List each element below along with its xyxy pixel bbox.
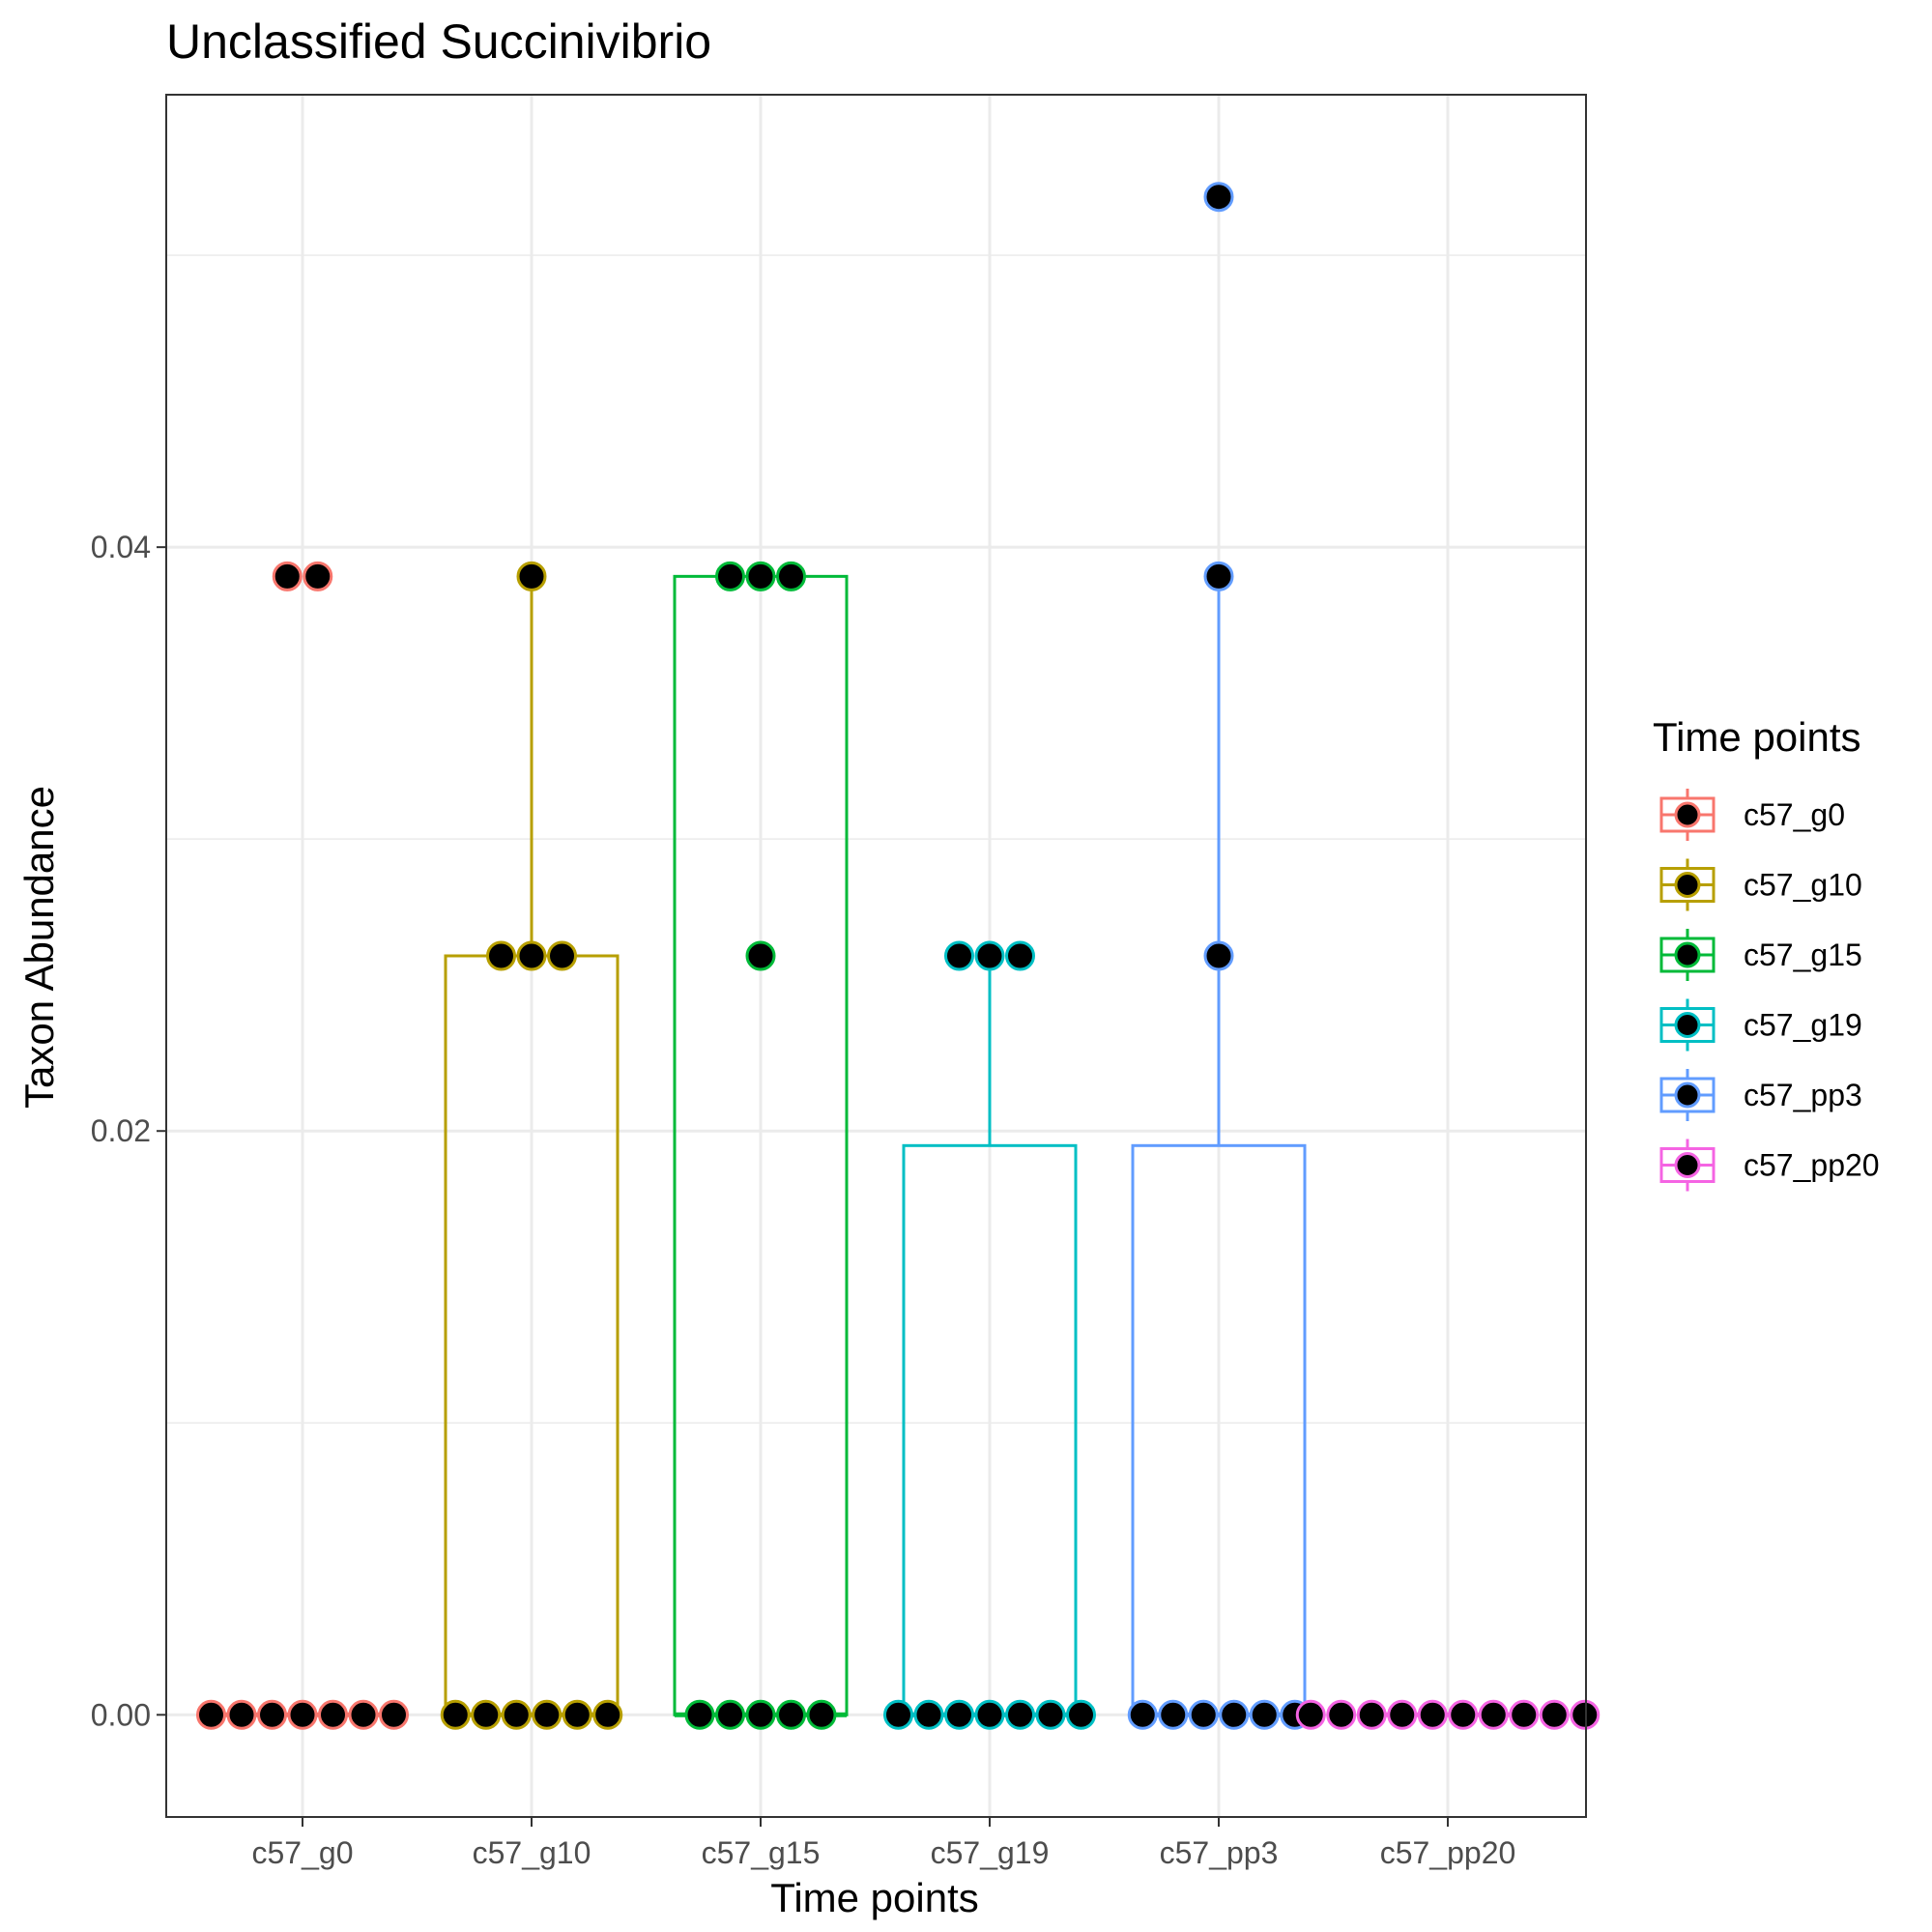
data-point-c57_g19 [913,1699,944,1730]
data-point-c57_g0 [272,561,303,591]
x-tick-label: c57_g15 [702,1835,821,1870]
legend-item-c57_g19: c57_g19 [1659,998,1862,1052]
y-tick-label: 0.04 [91,530,151,564]
data-point-c57_g10 [471,1699,502,1730]
legend-label: c57_g10 [1744,868,1862,903]
data-point-c57_pp20 [1326,1699,1357,1730]
data-point-c57_g0 [303,561,333,591]
data-point-c57_g0 [257,1699,287,1730]
data-point-c57_g10 [592,1699,623,1730]
data-point-c57_pp3 [1203,561,1234,591]
data-point-c57_pp3 [1203,182,1234,213]
legend-items: c57_g0 c57_g10 c57_g15 c57_g19 c57_pp3 c57_pp… [1659,789,1880,1192]
data-point-c57_g10 [501,1699,532,1730]
legend-key-dot [1674,1081,1701,1109]
legend-label: c57_g0 [1744,797,1845,832]
data-point-c57_pp20 [1387,1699,1418,1730]
data-point-c57_g10 [547,940,577,971]
data-point-c57_g19 [944,1699,974,1730]
data-point-c57_g10 [516,561,547,591]
legend-item-c57_g0: c57_g0 [1659,789,1845,841]
data-point-c57_g19 [974,940,1005,971]
data-point-c57_g19 [1005,1699,1035,1730]
data-point-c57_g19 [944,940,974,971]
data-point-c57_g15 [745,1699,776,1730]
legend-key-dot [1674,1012,1701,1038]
data-point-c57_g0 [287,1699,318,1730]
legend-item-c57_pp20: c57_pp20 [1659,1139,1880,1192]
x-tick-label: c57_pp3 [1160,1835,1279,1870]
data-point-c57_g10 [562,1699,592,1730]
x-tick-label: c57_g0 [252,1835,354,1870]
data-point-c57_pp20 [1356,1699,1387,1730]
data-point-c57_g15 [776,561,806,591]
x-tick-label: c57_pp20 [1380,1835,1516,1870]
data-point-c57_g15 [776,1699,806,1730]
data-point-c57_g15 [715,1699,745,1730]
legend: Time points c57_g0c57_g10c57_g15c57_g19c… [1653,714,1880,1192]
legend-label: c57_pp20 [1744,1148,1880,1183]
legend-title: Time points [1653,714,1861,760]
data-point-c57_g15 [715,561,745,591]
x-axis-title: Time points [770,1875,979,1920]
points [196,182,1600,1730]
data-point-c57_g0 [379,1699,409,1730]
data-point-c57_g10 [486,940,516,971]
legend-item-c57_g10: c57_g10 [1659,858,1862,911]
legend-label: c57_pp3 [1744,1078,1862,1112]
data-point-c57_g0 [348,1699,379,1730]
data-point-c57_g0 [318,1699,348,1730]
legend-key-dot [1674,801,1701,828]
data-point-c57_g0 [196,1699,226,1730]
data-point-c57_g0 [226,1699,257,1730]
panel-background [166,95,1586,1817]
data-point-c57_pp20 [1509,1699,1540,1730]
x-tick-label: c57_g19 [931,1835,1050,1870]
data-point-c57_pp3 [1249,1699,1280,1730]
data-point-c57_pp20 [1539,1699,1570,1730]
data-point-c57_g19 [1035,1699,1066,1730]
data-point-c57_pp20 [1417,1699,1448,1730]
data-point-c57_pp20 [1478,1699,1509,1730]
axes: 0.00 0.02 0.04 c57_g0 c57_g10 c57_g15 c57_g19 c… [91,530,1516,1870]
data-point-c57_pp3 [1127,1699,1158,1730]
data-point-c57_g15 [745,561,776,591]
data-point-c57_pp3 [1203,940,1234,971]
data-point-c57_g19 [1005,940,1035,971]
data-point-c57_pp3 [1219,1699,1250,1730]
data-point-c57_g19 [883,1699,913,1730]
grid [166,95,1586,1817]
x-tick-label: c57_g10 [473,1835,591,1870]
data-point-c57_pp20 [1570,1699,1600,1730]
data-point-c57_g15 [684,1699,715,1730]
data-point-c57_g10 [532,1699,562,1730]
data-point-c57_g19 [974,1699,1005,1730]
data-point-c57_pp20 [1448,1699,1479,1730]
y-tick-label: 0.00 [91,1697,151,1732]
legend-label: c57_g19 [1744,1008,1862,1043]
data-point-c57_pp3 [1158,1699,1189,1730]
legend-key-dot [1674,872,1701,898]
data-point-c57_g15 [745,940,776,971]
data-point-c57_g10 [440,1699,471,1730]
data-point-c57_pp3 [1188,1699,1219,1730]
data-point-c57_g10 [516,940,547,971]
chart-title: Unclassified Succinivibrio [166,14,711,69]
data-point-c57_g15 [806,1699,837,1730]
legend-label: c57_g15 [1744,937,1862,972]
legend-item-c57_g15: c57_g15 [1659,929,1862,981]
data-point-c57_g19 [1066,1699,1096,1730]
y-tick-label: 0.02 [91,1113,151,1148]
legend-key-dot [1674,941,1701,968]
data-point-c57_pp20 [1295,1699,1326,1730]
legend-key-dot [1674,1152,1701,1178]
legend-item-c57_pp3: c57_pp3 [1659,1069,1862,1121]
panel-border [165,94,1587,1818]
y-axis-title: Taxon Abundance [16,786,62,1109]
